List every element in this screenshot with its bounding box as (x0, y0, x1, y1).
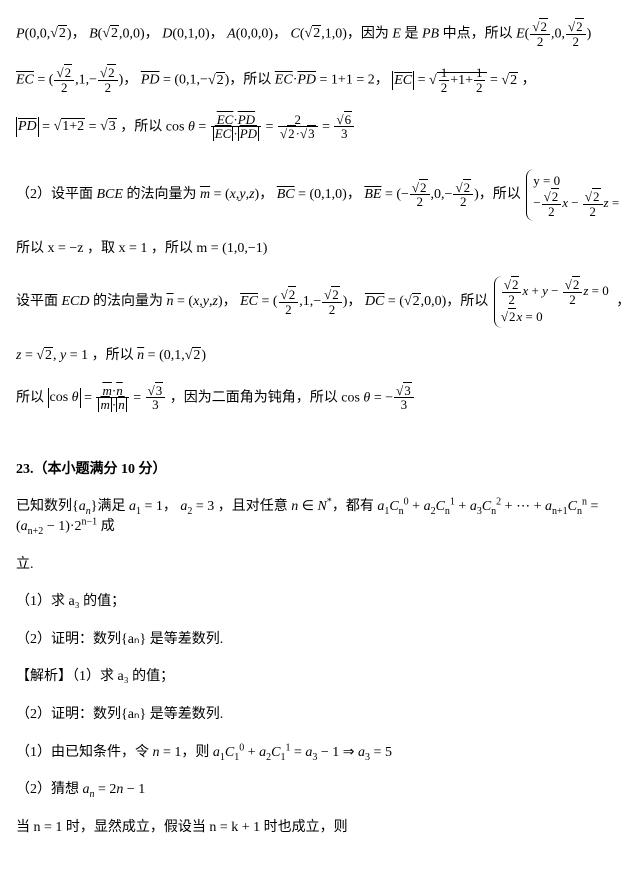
sys2-row1: 22x + y − 22z = 0 (501, 278, 609, 306)
eq-ec-pd: EC = (22,1,−22)， PD = (0,1,−2)，所以 EC·PD … (16, 66, 605, 94)
eq-n-result: z = 2, y = 1 ，所以 n = (0,1,2) (16, 346, 605, 366)
eq-normal-ecd: 设平面 ECD 的法向量为 n = (x,y,z)， EC = (22,1,−2… (16, 276, 605, 328)
eq-m-result: 所以 x = −z ，取 x = 1 ，所以 m = (1,0,−1) (16, 239, 605, 259)
q23-step3: 当 n = 1 时，显然成立，假设当 n = k + 1 时也成立，则 (16, 818, 605, 838)
q23-part1: （1）求 a₃ 的值； (16, 592, 605, 612)
q23-solution-label: 【解析】（1）求 a₃ 的值； (16, 667, 605, 687)
q23-step1: （1）由已知条件，令 n = 1，则 a1C10 + a2C11 = a3 − … (16, 743, 605, 763)
sys1-row1: y = 0 (533, 171, 621, 191)
sys2-row2: 2x = 0 (501, 307, 609, 327)
eq-cos-theta-2: 所以 cos θ = m·nm·n = 33 ，因为二面角为钝角，所以 cos … (16, 384, 605, 412)
eq-cos-theta-1: PD = 1+2 = 3 ，所以 cos θ = EC·PDEC·PD = 22… (16, 113, 605, 141)
system-2: 22x + y − 22z = 0 2x = 0 (494, 276, 613, 328)
q23-solution-p2: （2）证明：数列{aₙ} 是等差数列. (16, 705, 605, 725)
q23-step2: （2）猜想 an = 2n − 1 (16, 780, 605, 800)
eq-normal-bce: （2）设平面 BCE 的法向量为 m = (x,y,z)， BC = (0,1,… (16, 169, 605, 221)
system-1: y = 0 −22x − 22z = 0 (526, 169, 621, 221)
eq-points: P(0,0,2)， B(2,0,0)， D(0,1,0)， A(0,0,0)， … (16, 20, 605, 48)
q23-heading: 23.（本小题满分 10 分） (16, 460, 605, 480)
q23-part2: （2）证明：数列{aₙ} 是等差数列. (16, 630, 605, 650)
q23-statement-b: 立. (16, 555, 605, 575)
q23-statement-a: 已知数列{an}满足 a1 = 1， a2 = 3 ，且对任意 n ∈ N*，都… (16, 497, 605, 536)
sys1-row2: −22x − 22z = 0 (533, 190, 621, 218)
